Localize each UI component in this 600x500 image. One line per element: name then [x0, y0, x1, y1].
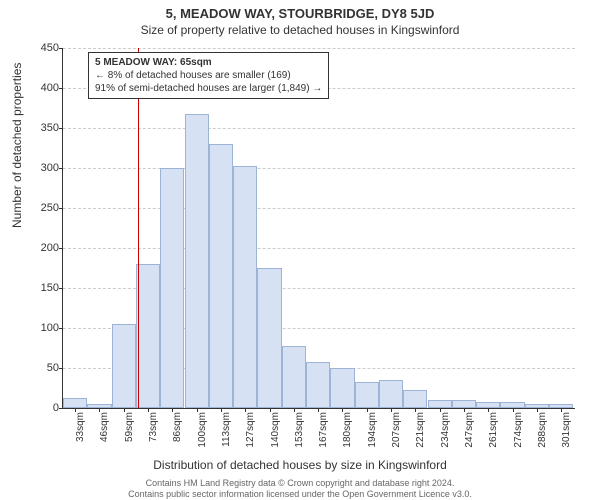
- reference-line: [138, 48, 139, 408]
- grid-line: [63, 168, 575, 169]
- xtick-label: 46sqm: [99, 412, 110, 462]
- histogram-bar: [185, 114, 209, 408]
- xtick-label: 59sqm: [124, 412, 135, 462]
- xtick-label: 234sqm: [440, 412, 451, 462]
- ytick-label: 250: [19, 202, 59, 214]
- ytick-label: 50: [19, 362, 59, 374]
- annotation-line3: 91% of semi-detached houses are larger (…: [95, 82, 322, 95]
- histogram-bar: [160, 168, 184, 408]
- footer-line1: Contains HM Land Registry data © Crown c…: [0, 478, 600, 489]
- ytick-label: 0: [19, 402, 59, 414]
- histogram-bar: [403, 390, 427, 408]
- grid-line: [63, 128, 575, 129]
- ytick-mark: [59, 288, 63, 289]
- histogram-bar: [452, 400, 476, 408]
- histogram-bar: [282, 346, 306, 408]
- ytick-mark: [59, 408, 63, 409]
- histogram-bar: [355, 382, 379, 408]
- annotation-line1: 5 MEADOW WAY: 65sqm: [95, 56, 322, 69]
- histogram-bar: [379, 380, 403, 408]
- ytick-label: 300: [19, 162, 59, 174]
- xtick-label: 180sqm: [342, 412, 353, 462]
- ytick-mark: [59, 208, 63, 209]
- xtick-label: 167sqm: [318, 412, 329, 462]
- xtick-label: 127sqm: [245, 412, 256, 462]
- histogram-bar: [428, 400, 452, 408]
- y-axis-label: Number of detached properties: [10, 63, 24, 228]
- histogram-bar: [63, 398, 87, 408]
- x-axis-label: Distribution of detached houses by size …: [0, 458, 600, 472]
- histogram-bar: [306, 362, 330, 408]
- xtick-label: 73sqm: [148, 412, 159, 462]
- histogram-bar: [257, 268, 281, 408]
- grid-line: [63, 48, 575, 49]
- ytick-mark: [59, 128, 63, 129]
- ytick-mark: [59, 48, 63, 49]
- xtick-label: 33sqm: [75, 412, 86, 462]
- xtick-label: 261sqm: [488, 412, 499, 462]
- annotation-box: 5 MEADOW WAY: 65sqm ← 8% of detached hou…: [88, 52, 329, 99]
- annotation-line2: ← 8% of detached houses are smaller (169…: [95, 69, 322, 82]
- xtick-label: 274sqm: [513, 412, 524, 462]
- xtick-label: 288sqm: [537, 412, 548, 462]
- page-subtitle: Size of property relative to detached ho…: [0, 21, 600, 37]
- ytick-label: 350: [19, 122, 59, 134]
- histogram-bar: [209, 144, 233, 408]
- page-title: 5, MEADOW WAY, STOURBRIDGE, DY8 5JD: [0, 0, 600, 21]
- ytick-label: 400: [19, 82, 59, 94]
- xtick-label: 207sqm: [391, 412, 402, 462]
- xtick-label: 86sqm: [172, 412, 183, 462]
- ytick-mark: [59, 328, 63, 329]
- ytick-mark: [59, 248, 63, 249]
- ytick-mark: [59, 368, 63, 369]
- histogram-bar: [136, 264, 160, 408]
- ytick-label: 450: [19, 42, 59, 54]
- xtick-label: 140sqm: [270, 412, 281, 462]
- xtick-label: 221sqm: [415, 412, 426, 462]
- histogram-bar: [112, 324, 136, 408]
- ytick-label: 200: [19, 242, 59, 254]
- grid-line: [63, 248, 575, 249]
- plot-area: 05010015020025030035040045033sqm46sqm59s…: [62, 48, 575, 409]
- grid-line: [63, 208, 575, 209]
- footer-line2: Contains public sector information licen…: [0, 489, 600, 500]
- ytick-label: 100: [19, 322, 59, 334]
- footer-attribution: Contains HM Land Registry data © Crown c…: [0, 478, 600, 500]
- histogram-bar: [233, 166, 257, 408]
- histogram-bar: [330, 368, 354, 408]
- ytick-mark: [59, 168, 63, 169]
- xtick-label: 247sqm: [464, 412, 475, 462]
- ytick-label: 150: [19, 282, 59, 294]
- xtick-label: 194sqm: [367, 412, 378, 462]
- histogram-chart: 05010015020025030035040045033sqm46sqm59s…: [62, 48, 574, 408]
- xtick-label: 153sqm: [294, 412, 305, 462]
- xtick-label: 113sqm: [221, 412, 232, 462]
- xtick-label: 100sqm: [197, 412, 208, 462]
- xtick-label: 301sqm: [561, 412, 572, 462]
- ytick-mark: [59, 88, 63, 89]
